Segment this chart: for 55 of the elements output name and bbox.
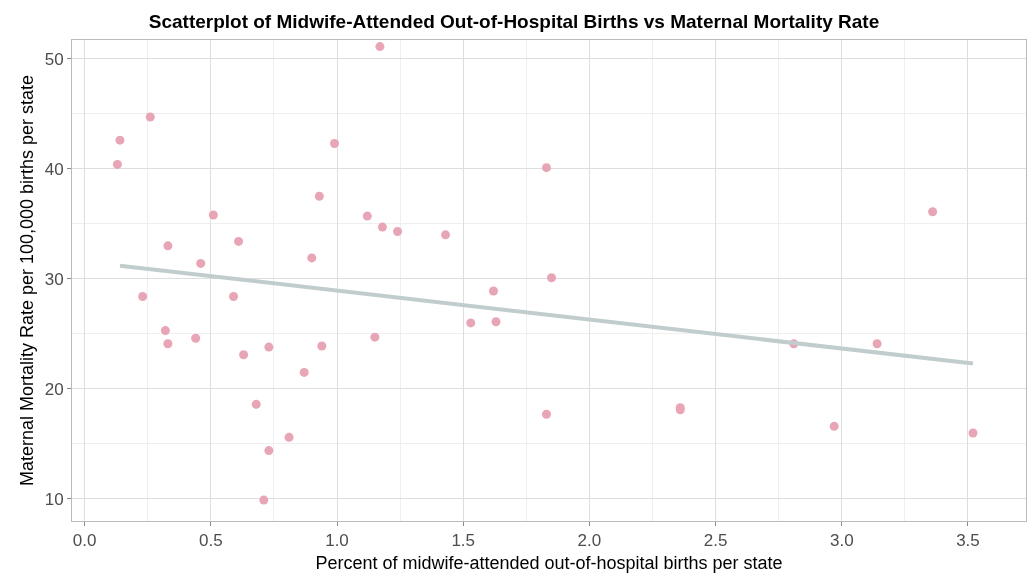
point — [547, 273, 557, 283]
point — [872, 339, 882, 349]
point — [229, 291, 239, 301]
point — [466, 318, 476, 328]
point — [264, 342, 274, 352]
point — [928, 207, 938, 217]
y-tick-label: 40 — [44, 159, 64, 179]
x-tick-label: 3.5 — [956, 531, 980, 551]
x-tick-label: 2.0 — [577, 531, 602, 551]
point — [138, 291, 148, 301]
point — [491, 317, 501, 327]
point — [239, 350, 249, 360]
point — [208, 210, 218, 220]
x-tick-label: 1.0 — [325, 531, 349, 551]
x-tick-label: 1.5 — [451, 531, 476, 551]
point — [264, 446, 274, 456]
point — [160, 326, 170, 336]
point — [377, 222, 387, 232]
point — [196, 258, 206, 268]
x-axis-title: Percent of midwife-attended out-of-hospital births per state — [315, 552, 783, 573]
point — [191, 333, 201, 343]
point — [829, 421, 839, 431]
point — [441, 230, 451, 240]
point — [112, 159, 122, 169]
point — [362, 211, 372, 221]
point — [488, 286, 498, 296]
point — [317, 341, 327, 351]
point — [163, 339, 173, 349]
point — [145, 112, 155, 122]
y-axis-title: Maternal Mortality Rate per 100,000 births per state — [16, 74, 37, 487]
point — [541, 409, 551, 419]
x-tick-label: 0.5 — [198, 531, 223, 551]
point — [163, 241, 173, 251]
point — [307, 253, 317, 263]
y-tick-label: 20 — [44, 379, 64, 399]
point — [375, 42, 385, 52]
chart-title: Scatterplot of Midwife-Attended Out-of-Hospital Births vs Maternal Mortality Rate — [148, 10, 880, 32]
point — [329, 138, 339, 148]
point — [314, 191, 324, 201]
y-tick-label: 50 — [44, 49, 64, 69]
point — [370, 332, 380, 342]
x-tick-label: 3.0 — [829, 531, 854, 551]
x-tick-label: 0.0 — [72, 531, 97, 551]
point — [115, 135, 125, 145]
point — [259, 495, 269, 505]
point — [284, 432, 294, 442]
y-tick-label: 10 — [44, 489, 64, 509]
y-tick-label: 30 — [44, 269, 64, 289]
point — [234, 236, 244, 246]
point — [968, 428, 978, 438]
point — [393, 227, 403, 237]
x-tick-label: 2.5 — [703, 531, 728, 551]
point — [541, 163, 551, 173]
point — [251, 399, 261, 409]
point — [299, 367, 309, 377]
